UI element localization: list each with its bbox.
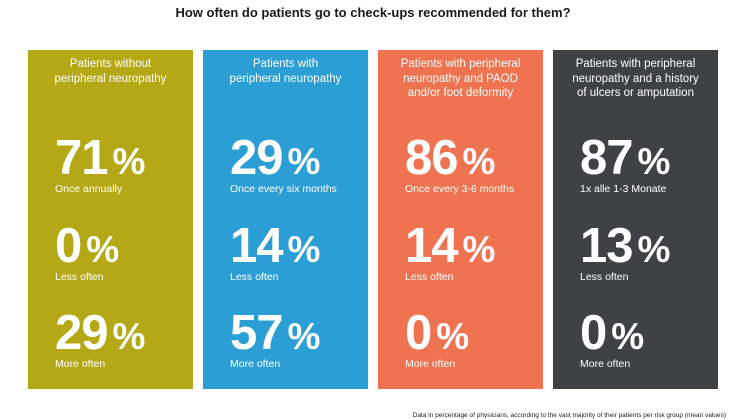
stat-label: Once annually — [55, 183, 123, 195]
stat-value: 71% — [55, 134, 146, 184]
percent-sign: % — [112, 141, 146, 182]
stat-label: More often — [405, 358, 456, 370]
panel-header-line: peripheral neuropathy — [54, 72, 167, 85]
footnote: Data in percentage of physicians, accord… — [412, 412, 726, 419]
stat-value: 86% — [405, 134, 514, 184]
stat-number: 71 — [55, 131, 109, 185]
stat-label: Less often — [230, 271, 279, 283]
panel-header: Patients with peripheral neuropathy — [207, 57, 364, 86]
panel-header-line: Patients with — [252, 58, 319, 70]
stat-block: 13% Less often — [580, 222, 671, 284]
panel-header-line: neuropathy and PAOD — [403, 72, 518, 85]
stat-number: 0 — [405, 306, 432, 360]
stat-value: 57% — [230, 309, 321, 359]
stat-block: 0% More often — [580, 309, 645, 371]
stat-number: 13 — [580, 219, 634, 273]
stat-label: More often — [230, 358, 281, 370]
panel-header: Patients with peripheral neuropathy and … — [557, 57, 714, 101]
stat-label: More often — [55, 358, 106, 370]
stat-value: 14% — [230, 222, 321, 272]
panel-header-line: peripheral neuropathy — [229, 72, 342, 85]
stat-number: 29 — [55, 306, 109, 360]
stat-label: More often — [580, 358, 631, 370]
stat-block: 14% Less often — [405, 222, 496, 284]
percent-sign: % — [462, 141, 496, 182]
stat-value: 87% — [580, 134, 671, 184]
stat-label: Less often — [55, 271, 104, 283]
stat-block: 87% 1x alle 1-3 Monate — [580, 134, 671, 196]
panel-header: Patients with peripheral neuropathy and … — [382, 57, 539, 101]
panel-paod-foot-deformity: Patients with peripheral neuropathy and … — [378, 50, 543, 389]
percent-sign: % — [436, 316, 470, 357]
panel-header-line: Patients with peripheral — [400, 58, 521, 70]
percent-sign: % — [462, 229, 496, 270]
stat-label: 1x alle 1-3 Monate — [580, 183, 667, 195]
stat-value: 29% — [230, 134, 337, 184]
panel-ulcers-amputation: Patients with peripheral neuropathy and … — [553, 50, 718, 389]
panel-header-line: Patients with peripheral — [575, 58, 696, 70]
panel-no-neuropathy: Patients without peripheral neuropathy 7… — [28, 50, 193, 389]
stat-label: Less often — [580, 271, 629, 283]
percent-sign: % — [287, 141, 321, 182]
stat-number: 86 — [405, 131, 459, 185]
panel-header-line: and/or foot deformity — [407, 87, 514, 99]
stat-value: 29% — [55, 309, 146, 359]
chart-title: How often do patients go to check-ups re… — [175, 5, 571, 20]
stat-value: 14% — [405, 222, 496, 272]
percent-sign: % — [86, 229, 120, 270]
stat-number: 0 — [55, 219, 82, 273]
stat-number: 0 — [580, 306, 607, 360]
percent-sign: % — [611, 316, 645, 357]
panel-header-line: neuropathy and a history — [572, 72, 699, 85]
stat-block: 86% Once every 3-6 months — [405, 134, 515, 196]
percent-sign: % — [637, 141, 671, 182]
stat-label: Once every six months — [230, 183, 337, 195]
stat-value: 13% — [580, 222, 671, 272]
stat-block: 0% More often — [405, 309, 470, 371]
panel-header-line: Patients without — [69, 58, 152, 70]
stat-number: 57 — [230, 306, 284, 360]
stat-number: 29 — [230, 131, 284, 185]
stat-block: 57% More often — [230, 309, 321, 371]
stat-block: 14% Less often — [230, 222, 321, 284]
percent-sign: % — [112, 316, 146, 357]
percent-sign: % — [637, 229, 671, 270]
percent-sign: % — [287, 229, 321, 270]
stat-block: 71% Once annually — [55, 134, 146, 196]
stat-block: 29% Once every six months — [230, 134, 337, 196]
stat-value: 0% — [580, 309, 645, 359]
stat-number: 87 — [580, 131, 634, 185]
stat-block: 29% More often — [55, 309, 146, 371]
panel-with-neuropathy: Patients with peripheral neuropathy 29% … — [203, 50, 368, 389]
panel-header-line: of ulcers or amputation — [577, 87, 694, 99]
stat-value: 0% — [55, 222, 120, 272]
stat-block: 0% Less often — [55, 222, 120, 284]
stat-label: Less often — [405, 271, 454, 283]
stat-number: 14 — [405, 219, 459, 273]
panel-header: Patients without peripheral neuropathy — [32, 57, 189, 86]
stat-label: Once every 3-6 months — [405, 183, 515, 195]
stat-number: 14 — [230, 219, 284, 273]
stat-value: 0% — [405, 309, 470, 359]
percent-sign: % — [287, 316, 321, 357]
